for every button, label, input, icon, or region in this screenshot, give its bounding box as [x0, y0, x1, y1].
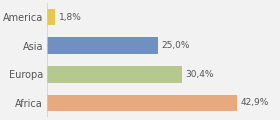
- Text: 25,0%: 25,0%: [161, 41, 190, 50]
- Text: 42,9%: 42,9%: [241, 98, 269, 107]
- Bar: [47, 9, 55, 25]
- Bar: [47, 95, 237, 111]
- Bar: [47, 66, 182, 83]
- Bar: [47, 37, 158, 54]
- Text: 30,4%: 30,4%: [185, 70, 214, 79]
- Text: 1,8%: 1,8%: [59, 13, 81, 22]
